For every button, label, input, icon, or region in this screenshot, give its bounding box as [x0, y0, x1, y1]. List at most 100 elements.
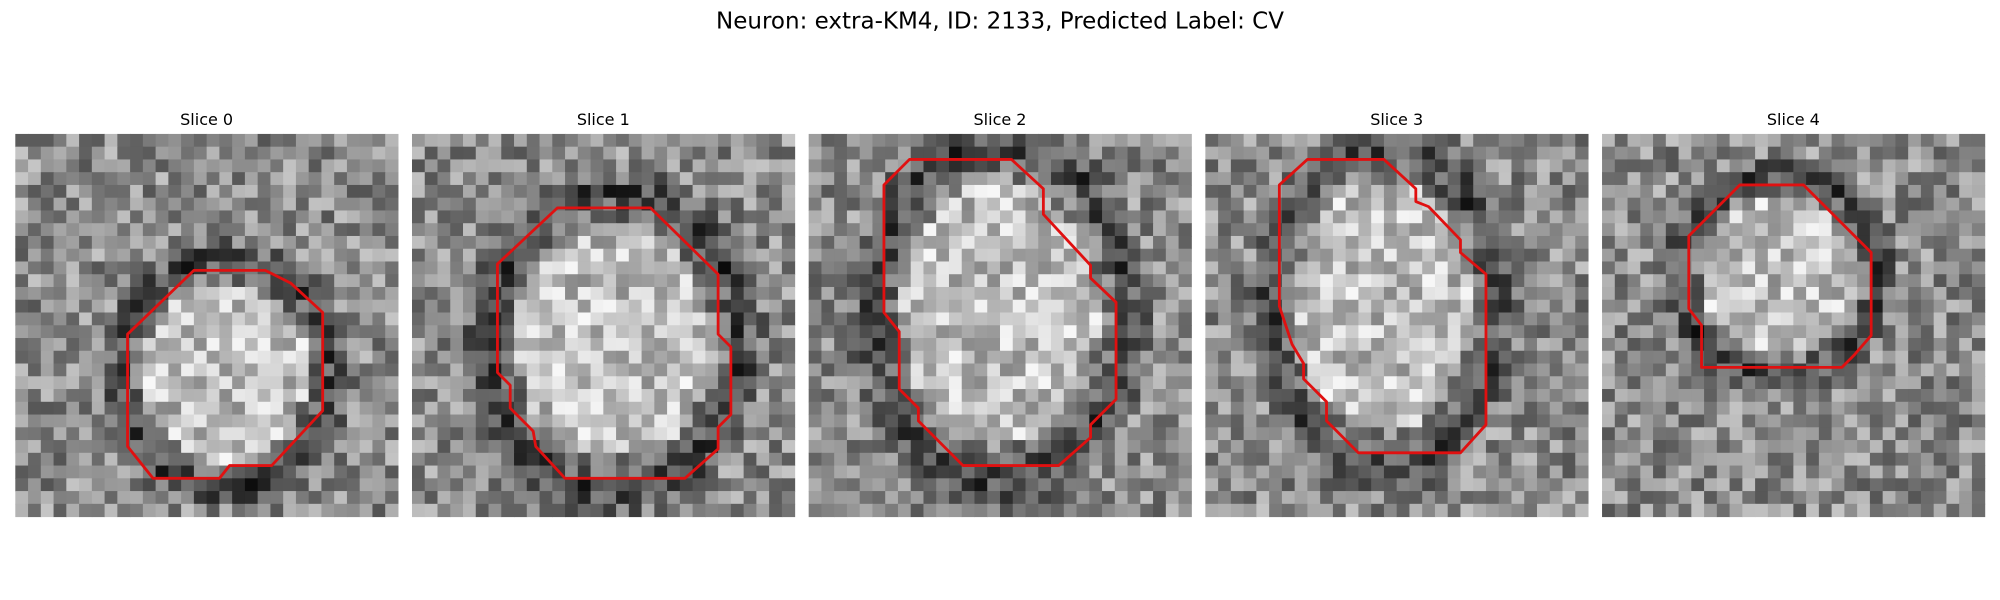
pixel	[859, 452, 873, 467]
pixel	[1383, 465, 1398, 479]
pixel	[1230, 350, 1245, 365]
pixel	[654, 363, 668, 377]
pixel	[1729, 286, 1743, 301]
pixel	[1076, 286, 1090, 301]
pixel	[346, 197, 361, 211]
pixel	[1806, 261, 1820, 275]
pixel	[1051, 248, 1065, 262]
pixel	[1063, 503, 1078, 518]
pixel	[743, 312, 757, 326]
pixel	[1294, 440, 1308, 454]
pixel	[283, 338, 297, 352]
pixel	[1230, 376, 1245, 390]
pixel	[1602, 261, 1616, 275]
pixel	[1409, 197, 1423, 211]
pixel	[1320, 133, 1334, 148]
pixel	[577, 350, 592, 365]
pixel	[1780, 338, 1794, 352]
pixel	[577, 133, 592, 148]
pixel	[1447, 197, 1461, 211]
pixel	[974, 350, 988, 365]
pixel	[1729, 478, 1743, 492]
pixel	[577, 465, 592, 479]
pixel	[1678, 159, 1692, 173]
pixel	[1434, 478, 1449, 492]
pixel	[1358, 376, 1372, 390]
pixel	[577, 274, 592, 288]
pixel	[334, 503, 348, 518]
pixel	[756, 312, 770, 326]
pixel	[232, 414, 246, 428]
pixel	[641, 414, 655, 428]
pixel	[641, 503, 655, 518]
pixel	[1051, 299, 1065, 314]
pixel	[1869, 286, 1884, 301]
pixel	[565, 503, 579, 518]
pixel	[590, 491, 604, 505]
pixel	[40, 427, 55, 441]
pixel	[846, 389, 861, 403]
pixel	[1332, 414, 1347, 428]
pixel	[654, 440, 668, 454]
pixel	[1818, 452, 1833, 467]
pixel	[846, 478, 861, 492]
pixel	[283, 286, 297, 301]
pixel	[1806, 491, 1820, 505]
pixel	[475, 491, 490, 505]
pixel	[552, 133, 566, 148]
pixel	[897, 235, 912, 250]
pixel	[1511, 465, 1525, 479]
pixel	[475, 452, 490, 467]
pixel	[1793, 389, 1807, 403]
pixel	[987, 389, 1001, 403]
pixel	[910, 172, 924, 186]
pixel	[1716, 299, 1731, 314]
pixel	[1140, 286, 1154, 301]
pixel	[1230, 491, 1245, 505]
pixel	[1678, 210, 1692, 224]
pixel	[1371, 274, 1385, 288]
pixel	[1742, 491, 1756, 505]
pixel	[1165, 172, 1180, 186]
pixel	[1153, 235, 1167, 250]
pixel	[1165, 312, 1180, 326]
pixel	[104, 274, 118, 288]
pixel	[974, 184, 988, 199]
pixel	[1742, 325, 1756, 339]
pixel	[1485, 338, 1500, 352]
pixel	[501, 172, 515, 186]
pixel	[1704, 414, 1718, 428]
pixel	[257, 210, 271, 224]
pixel	[206, 274, 220, 288]
pixel	[565, 401, 579, 416]
pixel	[359, 146, 373, 160]
pixel	[1396, 146, 1410, 160]
pixel	[1895, 159, 1909, 173]
pixel	[897, 452, 912, 467]
pixel	[1000, 184, 1014, 199]
pixel	[1178, 350, 1192, 365]
pixel	[603, 235, 617, 250]
pixel	[334, 210, 348, 224]
pixel	[641, 159, 655, 173]
pixel	[1602, 197, 1616, 211]
pixel	[295, 503, 310, 518]
pixel	[1536, 146, 1551, 160]
pixel	[1460, 452, 1474, 467]
pixel	[1959, 465, 1973, 479]
pixel	[769, 503, 783, 518]
pixel	[1218, 376, 1232, 390]
pixel	[1920, 452, 1935, 467]
panel-title: Slice 3	[1370, 110, 1423, 129]
pixel	[1178, 210, 1192, 224]
pixel	[1959, 146, 1973, 160]
pixel	[552, 274, 566, 288]
pixel	[641, 376, 655, 390]
pixel	[1575, 197, 1589, 211]
pixel	[1345, 338, 1359, 352]
pixel	[1485, 210, 1500, 224]
pixel	[961, 465, 975, 479]
pixel	[437, 235, 451, 250]
pixel	[79, 452, 93, 467]
pixel	[756, 248, 770, 262]
